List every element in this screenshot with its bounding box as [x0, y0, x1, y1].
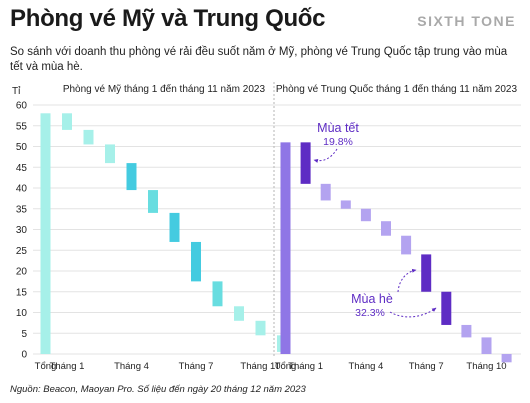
chart-title: Phòng vé Mỹ và Trung Quốc — [10, 5, 326, 32]
y-tick-label: 30 — [16, 225, 28, 236]
x-tick-label: Tháng 4 — [348, 361, 383, 372]
x-tick-label: Tháng 10 — [240, 361, 280, 372]
month-bar — [401, 235, 412, 255]
month-bar — [212, 281, 223, 307]
y-tick-label: 5 — [21, 329, 27, 340]
x-tick-label: Tổng — [275, 361, 297, 372]
annotation-arrow — [389, 307, 437, 318]
month-bar — [255, 320, 266, 336]
x-tick-label: Tháng 1 — [288, 361, 323, 372]
y-tick-label: 20 — [16, 267, 28, 278]
x-tick-label: Tháng 7 — [179, 361, 214, 372]
y-tick-label: 40 — [16, 184, 28, 195]
annotation-arrow — [397, 268, 417, 293]
month-bar — [340, 200, 351, 209]
chart-subtitle: So sánh với doanh thu phòng vé rải đều s… — [10, 46, 508, 73]
total-bar — [40, 113, 51, 354]
month-bar — [191, 241, 201, 282]
annotation-value: 19.8% — [323, 136, 353, 148]
y-tick-label: 35 — [16, 204, 28, 215]
month-bar — [481, 337, 492, 354]
annotation-arrow — [313, 148, 338, 163]
month-bar — [105, 144, 115, 164]
y-tick-label: 10 — [16, 308, 28, 319]
month-bar — [169, 212, 180, 242]
annotation-label: Mùa hè — [351, 292, 393, 306]
month-bar — [300, 142, 311, 184]
x-tick-label: Tháng 4 — [114, 361, 149, 372]
x-tick-label: Tổng — [35, 361, 57, 372]
y-tick-label: 55 — [16, 121, 28, 132]
axis: 0 5 10 15 20 25 30 35 40 45 50 55 60 Tỉ Phòng vé Mỹ th… — [12, 82, 517, 372]
month-bar — [320, 183, 331, 201]
annotation-label: Mùa tết — [317, 121, 359, 135]
y-tick-label: 15 — [16, 287, 28, 298]
y-tick-label: 0 — [21, 350, 27, 361]
bars — [40, 113, 512, 363]
x-tick-label: Tháng 7 — [409, 361, 444, 372]
annotation-value: 32.3% — [355, 307, 385, 319]
month-bar — [441, 291, 452, 325]
month-bar — [234, 306, 244, 321]
month-bar — [381, 221, 391, 236]
y-tick-label: 45 — [16, 163, 28, 174]
month-bar — [461, 324, 472, 338]
month-bar — [360, 208, 371, 222]
month-bar — [126, 163, 137, 191]
panel-title: Phòng vé Trung Quốc tháng 1 đến tháng 11… — [276, 83, 518, 95]
month-bar — [148, 190, 158, 213]
y-tick-label: 60 — [16, 101, 28, 112]
month-bar — [83, 129, 94, 145]
month-bar — [62, 113, 72, 130]
total-bar — [280, 142, 291, 354]
panel-title: Phòng vé Mỹ tháng 1 đến tháng 11 năm 202… — [63, 83, 266, 95]
x-tick-label: Tháng 1 — [50, 361, 85, 372]
y-unit-label: Tỉ — [12, 85, 21, 97]
source-note: Nguồn: Beacon, Maoyan Pro. Số liệu đến n… — [10, 384, 306, 395]
y-tick-label: 50 — [16, 142, 28, 153]
month-bar — [501, 354, 512, 363]
month-bar — [421, 254, 432, 292]
brand-logo: SIXTH TONE — [417, 13, 516, 29]
y-tick-label: 25 — [16, 246, 28, 257]
x-tick-label: Tháng 10 — [466, 361, 506, 372]
waterfall-chart: 0 5 10 15 20 25 30 35 40 45 50 55 60 Tỉ Phòng vé Mỹ th… — [12, 82, 521, 372]
